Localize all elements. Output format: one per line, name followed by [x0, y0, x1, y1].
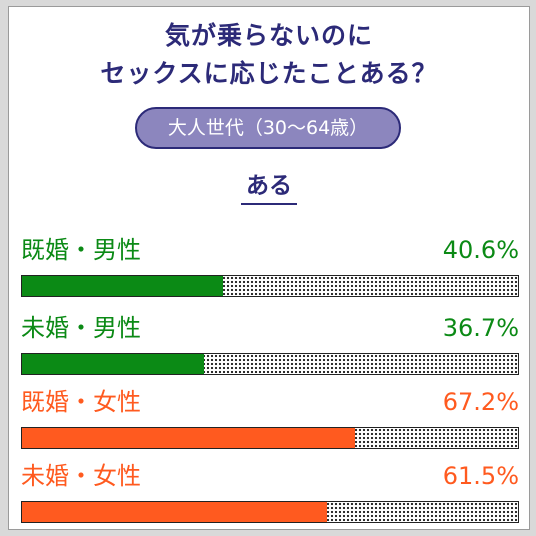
bar-row-married-female: 既婚・女性 67.2% [21, 385, 519, 455]
chart-title-line-2: セックスに応じたことある？ [100, 59, 438, 88]
answer-subheading: ある [246, 173, 292, 199]
value-label: 40.6% [442, 236, 519, 264]
category-label: 未婚・女性 [21, 462, 141, 490]
bar-track [21, 501, 519, 523]
value-label: 36.7% [442, 314, 519, 342]
bar-fill [22, 354, 205, 374]
bar-fill [22, 276, 224, 296]
bar-fill [22, 428, 356, 448]
category-label: 既婚・女性 [21, 388, 141, 416]
bar-row-married-male: 既婚・男性 40.6% [21, 233, 519, 303]
bar-track [21, 427, 519, 449]
category-label: 既婚・男性 [21, 236, 141, 264]
bar-fill [22, 502, 328, 522]
subheading-underline [241, 203, 297, 205]
category-label: 未婚・男性 [21, 314, 141, 342]
chart-card: 気が乗らないのに セックスに応じたことある？ 大人世代（30〜64歳） ある 既… [8, 6, 530, 530]
bar-row-unmarried-female: 未婚・女性 61.5% [21, 459, 519, 529]
bar-track [21, 353, 519, 375]
chart-title-line-1: 気が乗らないのに [164, 21, 373, 50]
value-label: 67.2% [442, 388, 519, 416]
value-label: 61.5% [442, 462, 519, 490]
bar-row-unmarried-male: 未婚・男性 36.7% [21, 311, 519, 381]
bar-track [21, 275, 519, 297]
age-group-badge: 大人世代（30〜64歳） [135, 107, 401, 149]
